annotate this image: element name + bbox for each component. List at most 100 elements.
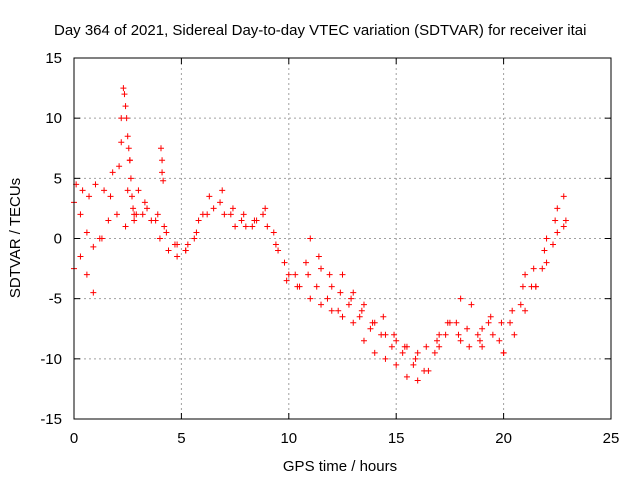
data-point xyxy=(118,115,125,122)
x-tick-label: 0 xyxy=(70,430,78,447)
data-point xyxy=(128,193,135,200)
data-point xyxy=(92,181,99,188)
data-point xyxy=(412,355,419,362)
x-tick-label: 10 xyxy=(280,430,297,447)
data-point xyxy=(113,211,120,218)
data-point xyxy=(270,229,277,236)
data-point xyxy=(328,307,335,314)
data-point xyxy=(182,247,189,254)
data-point xyxy=(131,217,138,224)
data-point xyxy=(157,145,164,152)
data-point xyxy=(457,337,464,344)
data-point xyxy=(519,283,526,290)
x-tick-label: 25 xyxy=(603,430,620,447)
data-point xyxy=(455,331,462,338)
data-point xyxy=(562,217,569,224)
data-point xyxy=(552,217,559,224)
data-point xyxy=(318,265,325,272)
data-point xyxy=(522,271,529,278)
data-point xyxy=(479,343,486,350)
data-point xyxy=(260,211,267,218)
data-point xyxy=(229,205,236,212)
data-point xyxy=(485,319,492,326)
series-track-2 xyxy=(71,163,567,374)
data-point xyxy=(324,295,331,302)
data-point xyxy=(403,373,410,380)
data-point xyxy=(507,319,514,326)
data-point xyxy=(272,241,279,248)
data-point xyxy=(130,205,137,212)
data-point xyxy=(123,115,130,122)
data-point xyxy=(193,229,200,236)
data-point xyxy=(159,169,166,176)
data-point xyxy=(509,307,516,314)
data-point xyxy=(474,331,481,338)
data-point xyxy=(511,331,518,338)
data-point xyxy=(285,271,292,278)
data-point xyxy=(206,193,213,200)
data-point xyxy=(414,349,421,356)
data-point xyxy=(159,157,166,164)
data-point xyxy=(302,259,309,266)
data-point xyxy=(431,349,438,356)
series-track-4 xyxy=(118,85,561,356)
series-track-3 xyxy=(73,139,567,362)
data-point xyxy=(421,367,428,374)
data-point xyxy=(232,223,239,230)
data-point xyxy=(541,247,548,254)
data-point xyxy=(476,337,483,344)
y-tick-label: 15 xyxy=(45,50,62,67)
data-point xyxy=(496,337,503,344)
data-point xyxy=(382,355,389,362)
data-point xyxy=(238,217,245,224)
data-point xyxy=(107,193,114,200)
y-tick-label: 10 xyxy=(45,110,62,127)
data-point xyxy=(77,253,84,260)
data-point xyxy=(399,349,406,356)
data-point xyxy=(120,85,127,92)
data-point xyxy=(414,377,421,384)
y-tick-label: -10 xyxy=(40,351,62,368)
data-point xyxy=(457,295,464,302)
y-tick-label: -15 xyxy=(40,411,62,428)
data-point xyxy=(105,217,112,224)
data-point xyxy=(436,343,443,350)
data-point xyxy=(371,319,378,326)
data-point xyxy=(219,187,226,194)
data-point xyxy=(195,217,202,224)
data-point xyxy=(335,307,342,314)
data-point xyxy=(339,313,346,320)
data-point xyxy=(436,331,443,338)
data-point xyxy=(479,325,486,332)
data-point xyxy=(122,223,129,230)
data-point xyxy=(122,103,129,110)
x-tick-label: 15 xyxy=(388,430,405,447)
data-point xyxy=(152,217,159,224)
data-point xyxy=(275,247,282,254)
data-point xyxy=(539,265,546,272)
data-point xyxy=(360,301,367,308)
x-tick-labels: 0 5 10 15 20 25 xyxy=(70,430,620,447)
data-point xyxy=(393,337,400,344)
data-point xyxy=(77,211,84,218)
data-point xyxy=(83,229,90,236)
data-point xyxy=(154,211,161,218)
data-point xyxy=(500,349,507,356)
data-point xyxy=(249,223,256,230)
data-point xyxy=(124,133,131,140)
data-point xyxy=(156,235,163,242)
data-point xyxy=(101,187,108,194)
data-point xyxy=(98,235,105,242)
data-points xyxy=(71,85,569,384)
data-point xyxy=(403,343,410,350)
data-point xyxy=(380,313,387,320)
data-point xyxy=(444,319,451,326)
data-point xyxy=(554,229,561,236)
data-point xyxy=(367,325,374,332)
data-point xyxy=(121,91,128,98)
data-point xyxy=(328,283,335,290)
data-point xyxy=(210,205,217,212)
data-point xyxy=(543,259,550,266)
y-tick-label: -5 xyxy=(49,291,62,308)
